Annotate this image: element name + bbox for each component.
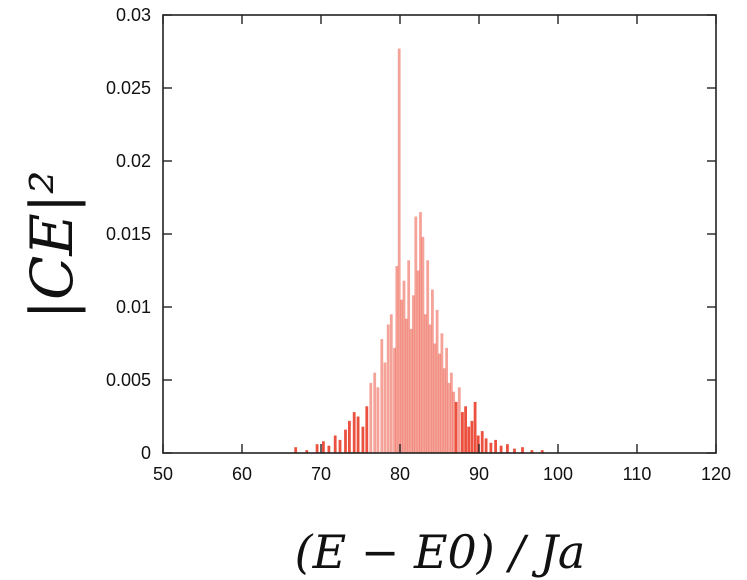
x-tick-label: 100 <box>543 464 573 484</box>
y-tick-label: 0.03 <box>116 5 151 25</box>
bar <box>361 426 365 453</box>
bar <box>480 431 484 453</box>
bar <box>393 347 396 453</box>
x-tick-label: 50 <box>153 464 173 484</box>
bar <box>476 435 480 453</box>
bar <box>356 416 360 453</box>
bar <box>530 450 534 453</box>
x-tick-label: 70 <box>311 464 331 484</box>
bar <box>435 309 439 453</box>
bar <box>407 260 411 453</box>
y-tick-label: 0.02 <box>116 151 151 171</box>
x-tick-label: 120 <box>701 464 731 484</box>
y-axis: 0 0.005 0.01 0.015 0.02 0.025 0.03 <box>106 5 716 463</box>
bar <box>489 442 493 453</box>
x-axis-label: (E − E0) / Ja <box>295 525 586 579</box>
bar <box>344 429 347 453</box>
bar <box>365 406 369 453</box>
bar <box>506 444 509 453</box>
bar <box>494 439 497 453</box>
bar <box>348 420 351 453</box>
bar <box>383 362 387 453</box>
bar <box>369 382 373 453</box>
bar <box>315 444 319 453</box>
bar <box>409 328 413 453</box>
bar <box>352 412 356 453</box>
bar <box>327 445 331 453</box>
bar <box>294 447 298 453</box>
bar <box>376 387 380 453</box>
bar <box>402 280 406 453</box>
bar-series <box>294 48 544 453</box>
bar <box>389 314 393 453</box>
y-tick-label: 0.015 <box>106 224 151 244</box>
bar <box>473 401 477 453</box>
bar <box>395 266 399 453</box>
bar <box>521 447 524 453</box>
bar <box>412 295 415 453</box>
bar <box>426 260 430 453</box>
bar <box>540 450 544 453</box>
x-tick-label: 110 <box>623 464 652 484</box>
bar <box>513 448 516 453</box>
bar <box>423 314 427 453</box>
y-tick-label: 0 <box>141 443 151 463</box>
bar <box>322 441 325 453</box>
bar <box>416 270 420 453</box>
x-tick-label: 90 <box>469 464 489 484</box>
bar <box>397 48 401 453</box>
x-tick-label: 80 <box>390 464 410 484</box>
y-axis-label: |CE|² <box>18 170 86 319</box>
bar <box>452 391 456 453</box>
bar <box>428 324 432 453</box>
bar <box>438 353 441 453</box>
bar <box>380 339 384 453</box>
bar <box>333 435 337 453</box>
bar <box>305 450 309 453</box>
bar <box>450 372 453 453</box>
x-tick-label: 60 <box>232 464 252 484</box>
bar <box>404 318 408 453</box>
y-tick-label: 0.005 <box>106 370 151 390</box>
bar <box>499 445 503 453</box>
bar <box>484 438 488 453</box>
bar <box>461 412 464 453</box>
bar <box>431 289 434 453</box>
bar <box>373 372 377 453</box>
bar <box>414 216 418 453</box>
bar <box>442 368 446 453</box>
bar <box>419 212 422 453</box>
bar <box>386 324 390 453</box>
bar <box>454 401 458 453</box>
bar <box>447 382 451 453</box>
bar <box>400 299 403 453</box>
y-tick-label: 0.01 <box>116 297 151 317</box>
bar <box>467 426 471 453</box>
bar <box>433 343 437 453</box>
y-axis-label-text: |CE|² <box>18 170 86 319</box>
y-tick-label: 0.025 <box>106 78 151 98</box>
x-axis: 50 60 70 80 90 100 110 120 <box>153 15 731 484</box>
bar <box>338 439 342 453</box>
bar <box>464 406 467 453</box>
bar <box>445 347 448 453</box>
bar <box>440 333 444 453</box>
bar <box>457 387 461 453</box>
bar <box>421 236 425 453</box>
bar <box>470 420 474 453</box>
